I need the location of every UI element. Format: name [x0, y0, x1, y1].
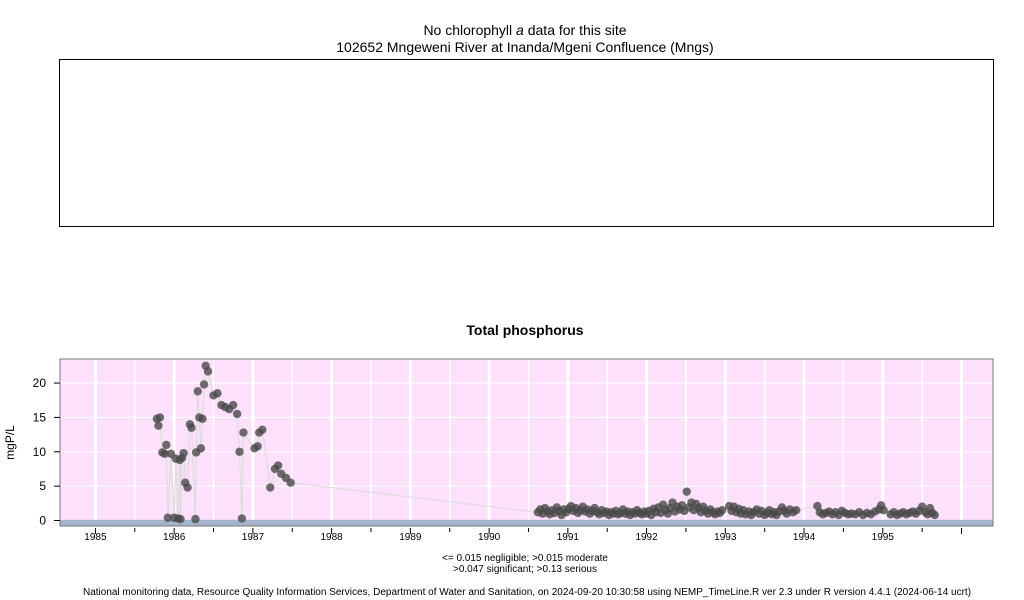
negligible-band [60, 519, 993, 526]
data-point [717, 505, 727, 515]
chlorophyll-message-italic: a [516, 22, 524, 38]
data-point [253, 442, 262, 451]
x-tick-label: 1986 [163, 532, 186, 543]
y-tick-label: 10 [33, 445, 47, 459]
data-point [187, 423, 196, 432]
data-point [199, 380, 209, 389]
x-tick-label: 1995 [872, 532, 895, 543]
data-point [235, 447, 244, 456]
x-tick-label: 1987 [242, 532, 265, 543]
chart-title: Total phosphorus [466, 322, 584, 338]
chlorophyll-message-pre: No chlorophyll [423, 22, 513, 38]
y-tick-label: 15 [33, 410, 47, 424]
x-tick-label: 1994 [793, 532, 816, 543]
data-point [154, 421, 163, 430]
data-point [232, 409, 242, 419]
data-point [163, 513, 173, 522]
y-tick-label: 5 [39, 479, 46, 493]
data-point [930, 510, 939, 520]
x-tick-label: 1990 [478, 532, 501, 543]
data-point [183, 483, 192, 492]
data-point [176, 514, 185, 524]
data-point [160, 449, 169, 459]
chlorophyll-message: No chlorophyll a data for this site [0, 22, 1024, 38]
data-point [179, 448, 188, 458]
site-title: 102652 Mngeweni River at Inanda/Mgeni Co… [336, 39, 714, 55]
legend-line-2: >0.047 significant; >0.13 serious [453, 564, 597, 575]
data-point [203, 367, 213, 376]
legend-line-1: <= 0.015 negligible; >0.015 moderate [442, 553, 608, 564]
y-tick-label: 20 [33, 376, 47, 390]
data-point [266, 483, 275, 492]
x-tick-label: 1991 [557, 532, 580, 543]
data-point [258, 425, 267, 434]
data-point [286, 478, 295, 487]
data-point [191, 514, 200, 524]
data-point [213, 389, 222, 398]
x-tick-label: 1993 [714, 532, 737, 543]
y-axis-label: mgP/L [3, 425, 17, 460]
data-point [193, 387, 202, 396]
plot-frame [59, 358, 994, 527]
x-tick-label: 1989 [399, 532, 422, 543]
data-point [273, 461, 283, 470]
y-tick-label: 0 [39, 514, 46, 528]
chlorophyll-message-post: data for this site [523, 22, 627, 38]
x-tick-label: 1992 [635, 532, 658, 543]
x-tick-label: 1985 [84, 532, 107, 543]
data-point [162, 440, 171, 450]
x-tick-label: 1988 [321, 532, 344, 543]
tp-chart: 0 5 10 15 20 1985 1986 1987 1988 1989 1990 1991 1992… [3, 358, 994, 543]
data-point [791, 505, 801, 515]
footer-credit: National monitoring data, Resource Quali… [82, 587, 972, 598]
data-point [198, 414, 207, 423]
data-point [196, 444, 206, 453]
data-point [879, 505, 888, 515]
data-point [682, 487, 691, 496]
data-point [155, 413, 165, 422]
data-point [239, 428, 248, 437]
data-point [229, 400, 238, 410]
data-point [237, 514, 247, 523]
plot-background [60, 359, 993, 526]
chlorophyll-empty-panel [59, 59, 994, 227]
